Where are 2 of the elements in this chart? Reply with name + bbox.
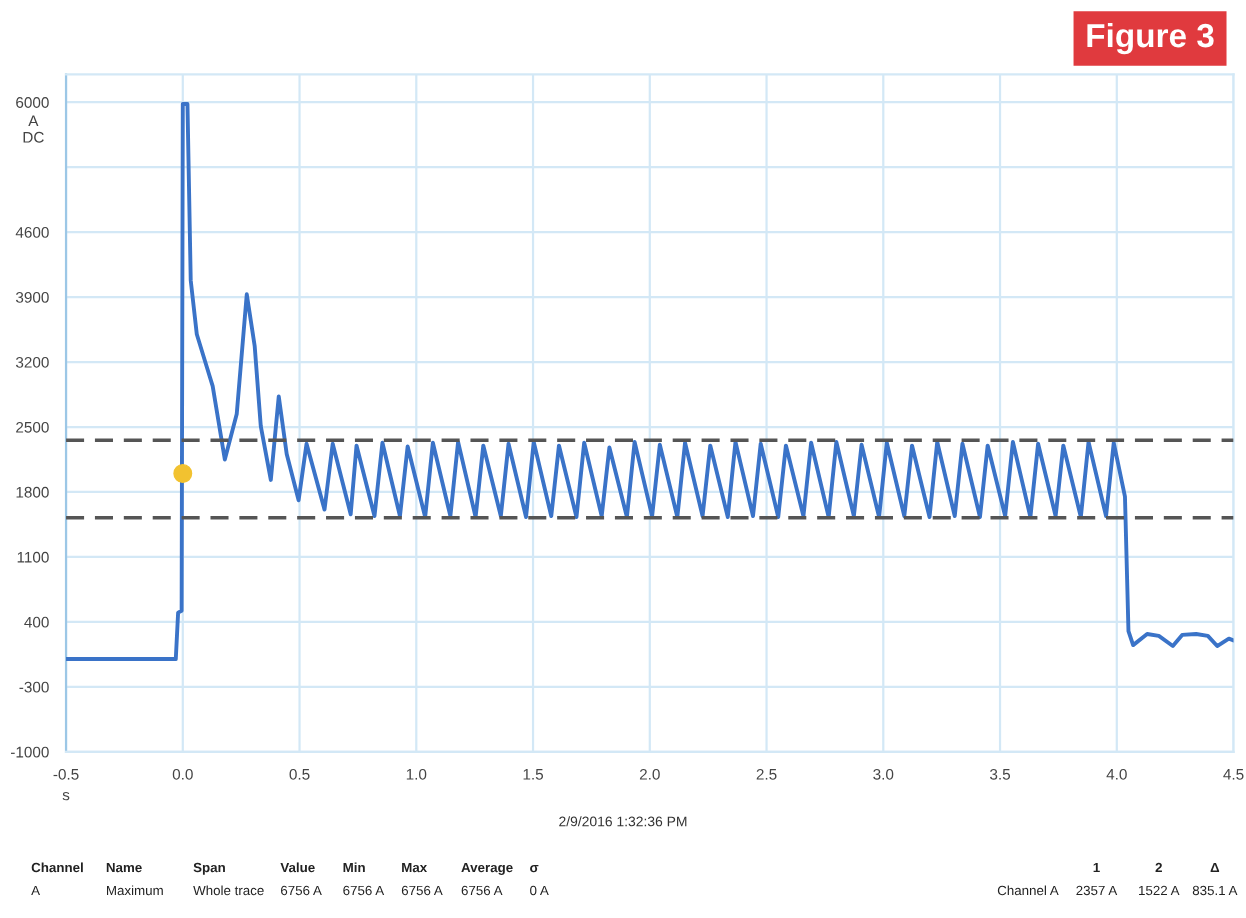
line-series bbox=[66, 102, 1234, 661]
chart-title: Figure 3 bbox=[1087, 22, 1214, 55]
